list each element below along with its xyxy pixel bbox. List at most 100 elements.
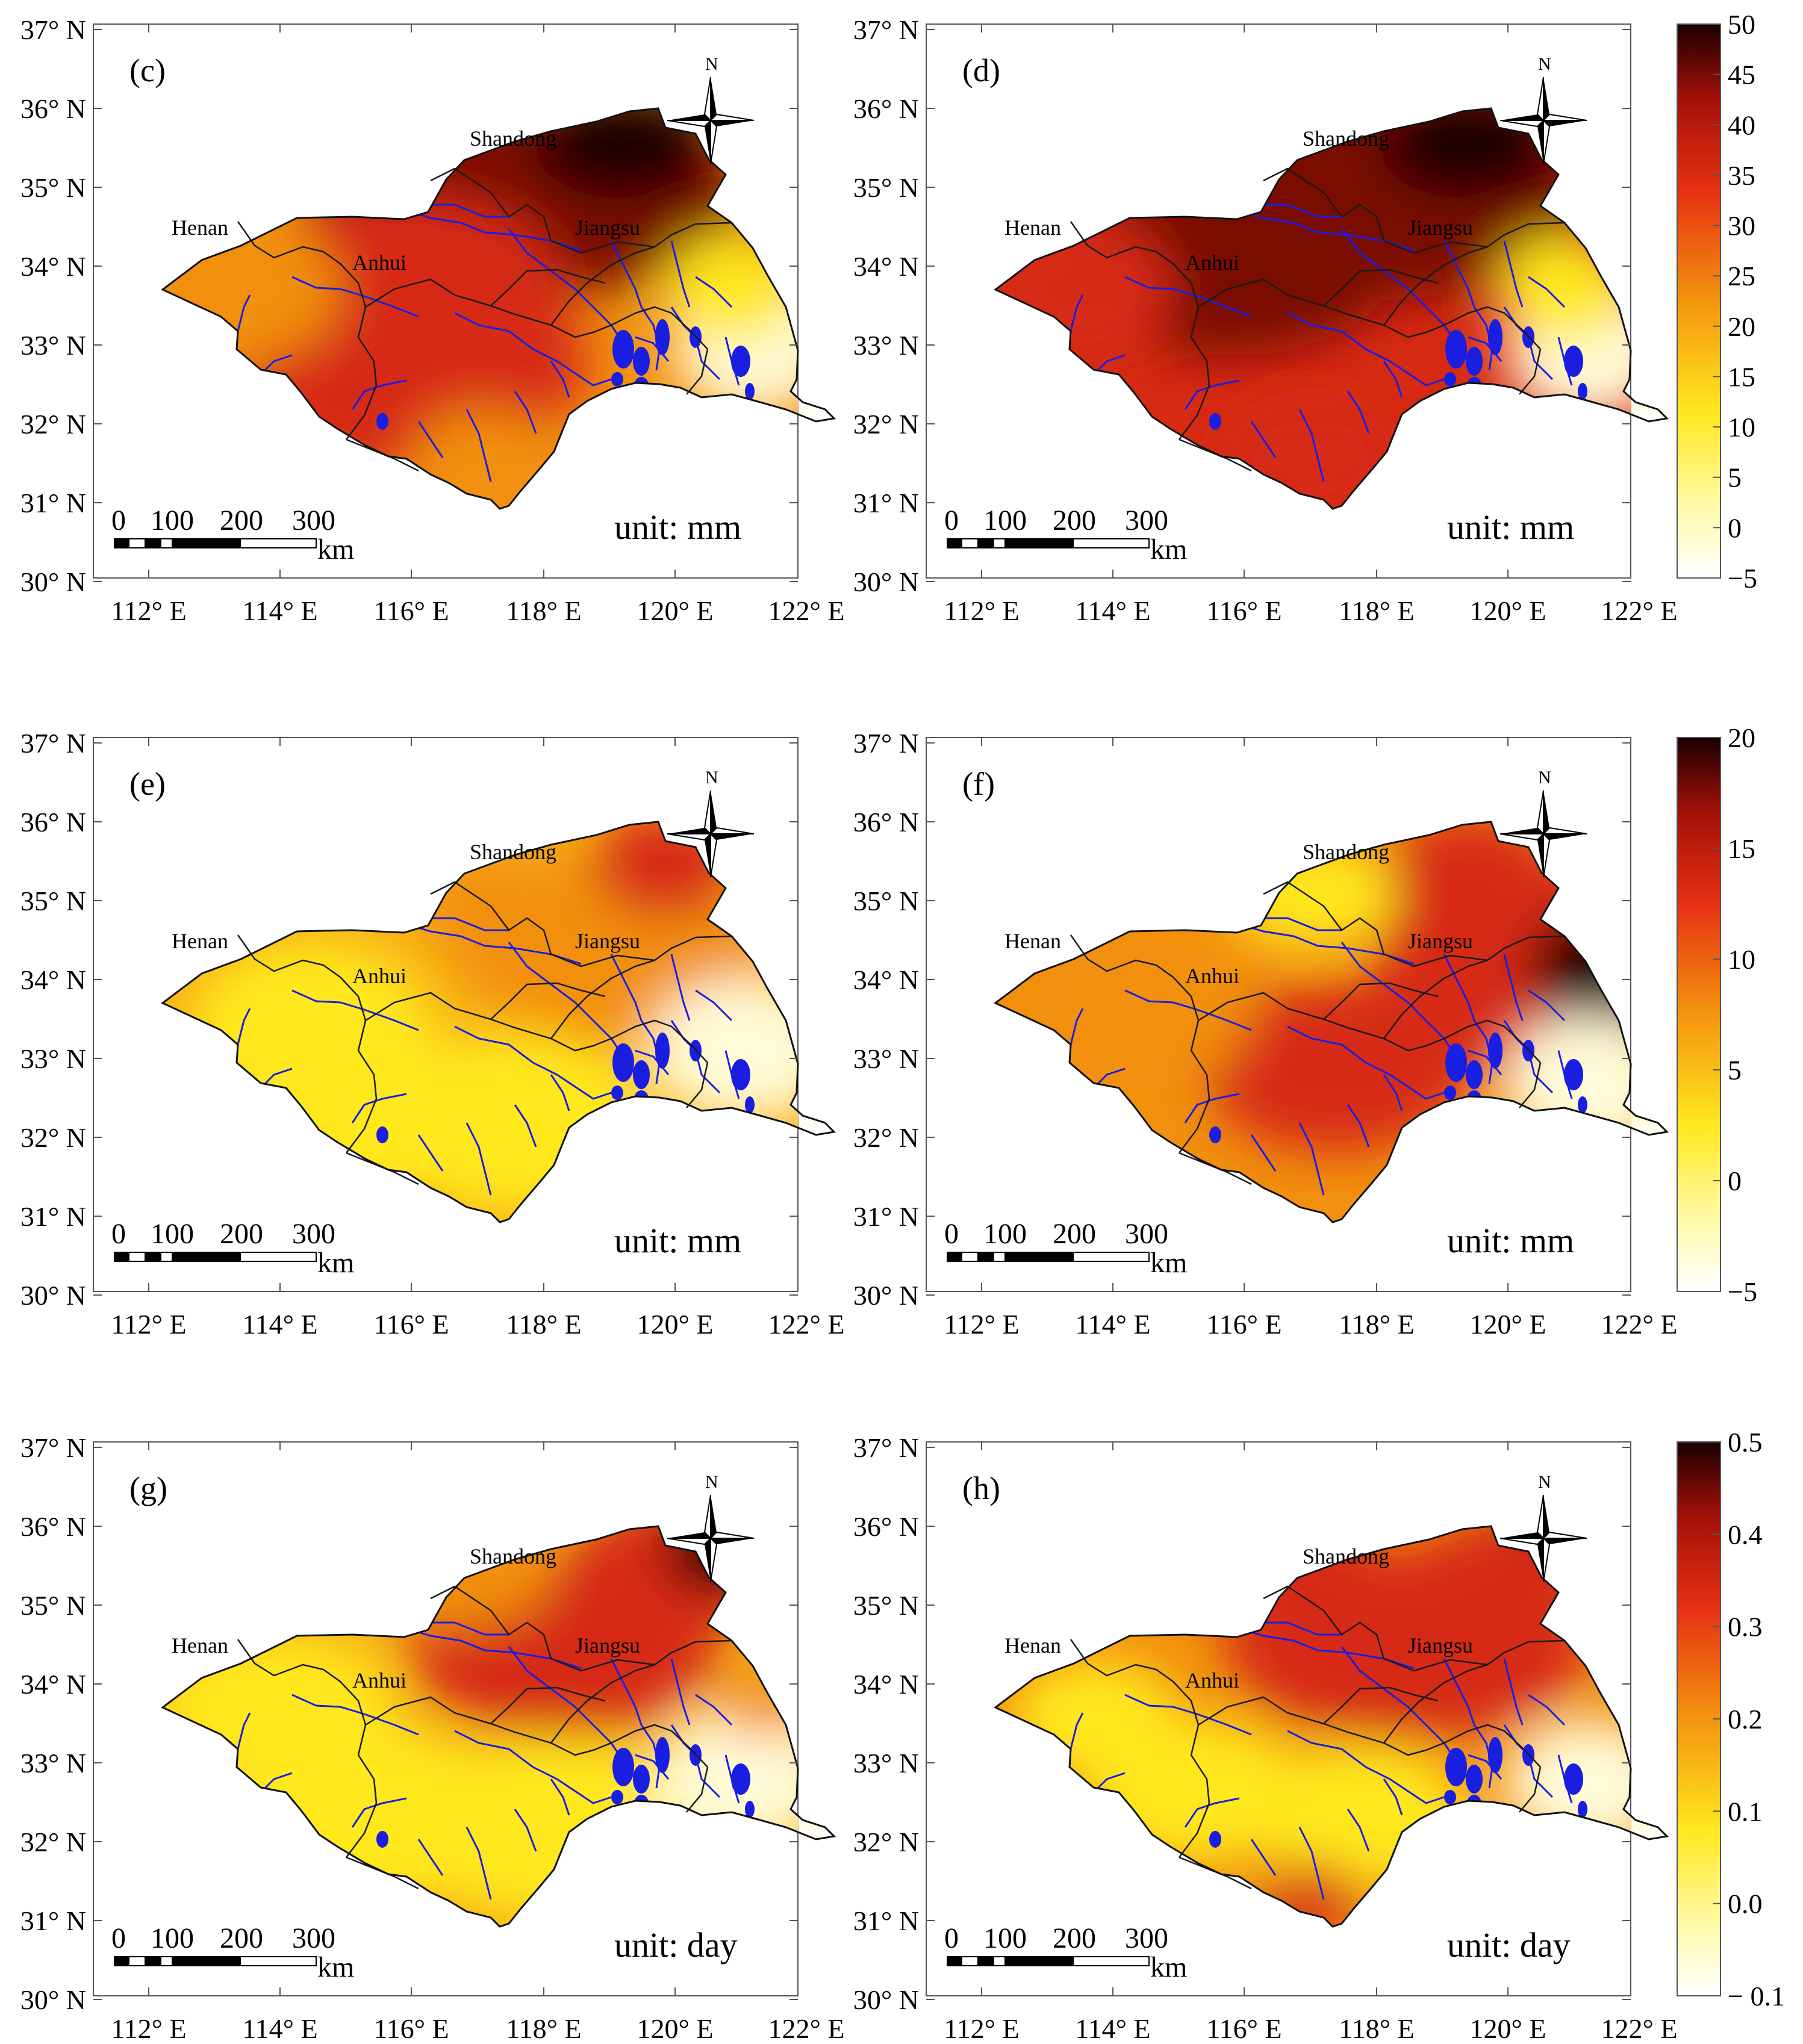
province-label-henan: Henan bbox=[172, 1633, 228, 1657]
scale-bar-tick: 0 bbox=[111, 1218, 126, 1250]
river-line bbox=[695, 1694, 733, 1726]
lake bbox=[611, 1086, 623, 1100]
lake bbox=[745, 1096, 755, 1113]
river-line bbox=[670, 954, 691, 1021]
scale-bar-unit: km bbox=[1150, 1951, 1187, 1983]
scale-bar-tick: 0 bbox=[111, 1922, 126, 1954]
river-line bbox=[1287, 1025, 1445, 1100]
river-line bbox=[1094, 1067, 1126, 1088]
lon-label: 114° E bbox=[1075, 1309, 1150, 1340]
province-label-anhui: Anhui bbox=[1185, 1668, 1239, 1692]
field-hotspot bbox=[1378, 822, 1559, 948]
province-boundary bbox=[1070, 934, 1210, 1154]
scale-bar-tick: 300 bbox=[1125, 1922, 1168, 1954]
river-line bbox=[695, 989, 733, 1022]
lat-label: 36° N bbox=[20, 1511, 86, 1542]
colorbar-tick-label: 0.5 bbox=[1728, 1427, 1763, 1458]
province-label-jiangsu: Jiangsu bbox=[1408, 1633, 1473, 1657]
colorbar-tick-label: 20 bbox=[1728, 722, 1755, 753]
lake bbox=[1445, 330, 1467, 368]
province-label-henan: Henan bbox=[1004, 216, 1061, 240]
lat-label: 36° N bbox=[20, 93, 86, 124]
lon-label: 116° E bbox=[373, 595, 449, 626]
lat-label: 33° N bbox=[20, 1043, 86, 1074]
province-label-henan: Henan bbox=[1004, 929, 1061, 953]
province-boundary bbox=[430, 881, 732, 968]
river-line bbox=[550, 1074, 570, 1111]
lake bbox=[1209, 1831, 1221, 1848]
river-line bbox=[635, 336, 670, 362]
river-line bbox=[237, 1712, 251, 1750]
river-line bbox=[1070, 294, 1084, 332]
unit-label: unit: day bbox=[614, 1925, 738, 1965]
lon-label: 116° E bbox=[373, 1309, 449, 1340]
panel-label: (c) bbox=[129, 52, 166, 89]
province-boundary bbox=[365, 278, 708, 350]
map-panel-e: Shandong Henan Anhui Jiangsu (e) unit: mm N 0 10… bbox=[20, 728, 845, 1340]
province-label-shandong: Shandong bbox=[470, 126, 556, 151]
river-line bbox=[1347, 1809, 1370, 1852]
scale-bar-tick: 200 bbox=[220, 1218, 263, 1250]
province-boundary bbox=[550, 246, 655, 326]
lat-label: 30° N bbox=[20, 1280, 86, 1311]
colorbar-ramp bbox=[1677, 737, 1721, 1292]
colorbar-tick-label: 15 bbox=[1728, 833, 1755, 864]
colorbar-tick-label: 35 bbox=[1728, 160, 1755, 191]
river-line bbox=[237, 1008, 251, 1045]
north-arrow-icon: N bbox=[667, 54, 755, 164]
scale-bar-unit: km bbox=[317, 533, 354, 565]
lat-label: 30° N bbox=[20, 567, 86, 597]
lat-label: 34° N bbox=[853, 965, 919, 995]
lat-label: 31° N bbox=[853, 488, 919, 518]
lat-label: 30° N bbox=[853, 1984, 919, 2015]
lon-label: 118° E bbox=[506, 1309, 581, 1340]
scale-bar-unit: km bbox=[1150, 533, 1187, 565]
river-line bbox=[454, 1730, 612, 1804]
river-line bbox=[1263, 203, 1342, 218]
lat-label: 37° N bbox=[20, 1432, 86, 1463]
province-boundary bbox=[550, 1663, 655, 1744]
unit-label: unit: mm bbox=[1447, 508, 1574, 547]
river-line bbox=[1263, 917, 1342, 931]
province-boundary bbox=[430, 1585, 732, 1672]
province-boundary bbox=[490, 269, 606, 306]
river-line bbox=[1184, 1093, 1240, 1123]
river-line bbox=[454, 1025, 612, 1100]
lake bbox=[1578, 383, 1587, 400]
lat-label: 33° N bbox=[20, 330, 86, 361]
lake bbox=[611, 1790, 623, 1804]
province-boundary bbox=[1198, 1696, 1541, 1768]
lon-label: 116° E bbox=[1206, 2013, 1281, 2044]
north-label: N bbox=[1538, 1472, 1551, 1492]
province-label-shandong: Shandong bbox=[470, 1544, 556, 1568]
colorbar-tick-label: 10 bbox=[1728, 412, 1755, 443]
river-line bbox=[670, 240, 691, 308]
colorbar-tick-label: 30 bbox=[1728, 211, 1755, 241]
lake bbox=[633, 1765, 650, 1794]
river-line bbox=[1503, 240, 1524, 308]
river-line bbox=[514, 1104, 537, 1148]
province-boundary bbox=[237, 221, 378, 440]
lat-label: 32° N bbox=[853, 409, 919, 440]
lake bbox=[731, 1763, 750, 1795]
lake bbox=[1488, 1737, 1502, 1773]
lat-label: 33° N bbox=[853, 1748, 919, 1778]
province-boundary bbox=[1323, 982, 1439, 1020]
province-boundary bbox=[686, 349, 709, 395]
scale-bar-unit: km bbox=[317, 1951, 354, 1983]
province-label-shandong: Shandong bbox=[1303, 840, 1389, 864]
scale-bar-tick: 100 bbox=[983, 1218, 1027, 1250]
lat-label: 34° N bbox=[853, 251, 919, 282]
scale-bar-tick: 100 bbox=[151, 1922, 194, 1954]
river-line bbox=[550, 1778, 570, 1816]
province-label-anhui: Anhui bbox=[352, 964, 406, 988]
colorbar-tick-label: −5 bbox=[1728, 563, 1757, 594]
colorbar-tick-label: 0.2 bbox=[1728, 1704, 1763, 1735]
province-label-henan: Henan bbox=[1004, 1633, 1061, 1657]
province-boundary bbox=[1263, 881, 1565, 968]
scale-bar-tick: 200 bbox=[1053, 1922, 1096, 1954]
